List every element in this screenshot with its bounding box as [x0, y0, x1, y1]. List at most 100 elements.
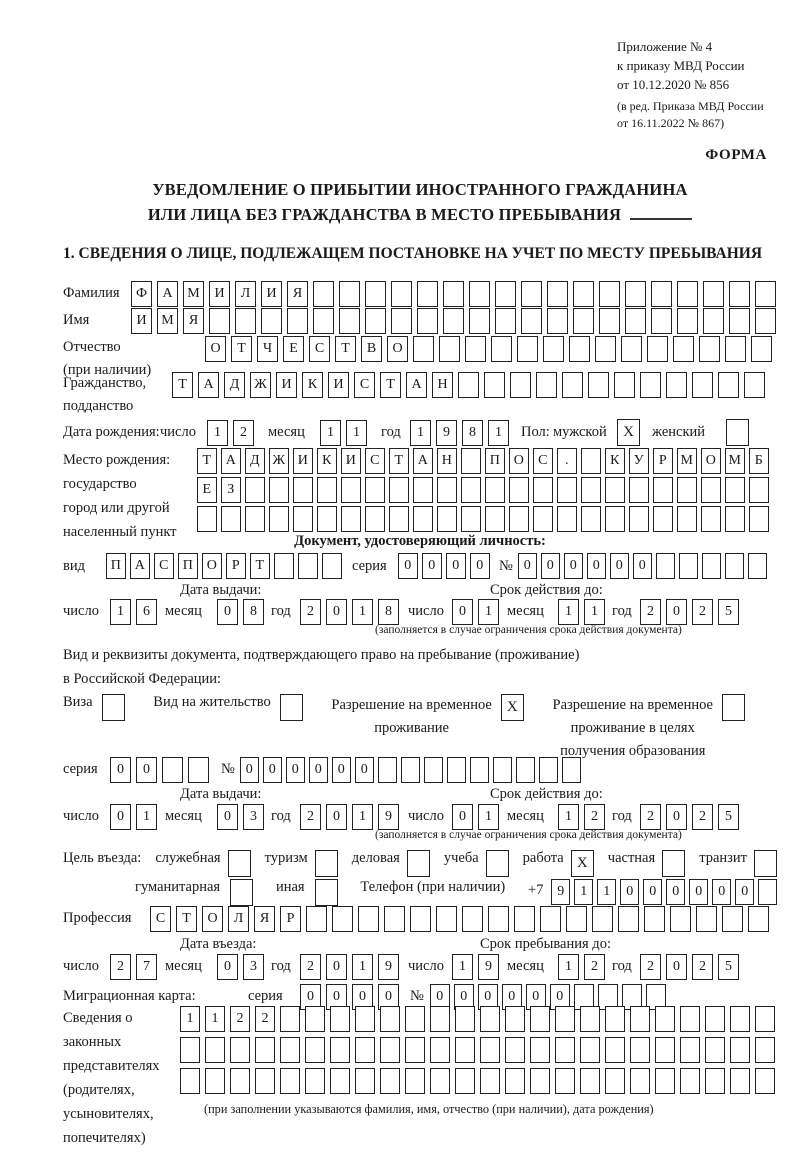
cell[interactable] — [705, 1037, 725, 1063]
cell[interactable]: Д — [245, 448, 265, 474]
cell[interactable] — [562, 372, 583, 398]
cell[interactable]: 2 — [692, 954, 713, 980]
cell[interactable]: 1 — [558, 954, 579, 980]
cell[interactable] — [410, 906, 431, 932]
cell[interactable]: Ж — [250, 372, 271, 398]
cell[interactable]: М — [677, 448, 697, 474]
cell[interactable]: 3 — [243, 954, 264, 980]
cell[interactable] — [469, 308, 490, 334]
cell[interactable] — [653, 506, 673, 532]
cell[interactable] — [205, 1068, 225, 1094]
cell[interactable]: 2 — [692, 804, 713, 830]
cell[interactable] — [670, 906, 691, 932]
cell[interactable]: 2 — [640, 804, 661, 830]
cell[interactable] — [480, 1006, 500, 1032]
cell[interactable] — [521, 281, 542, 307]
cell[interactable]: 0 — [518, 553, 537, 579]
cell[interactable] — [655, 1006, 675, 1032]
cell[interactable] — [547, 308, 568, 334]
cell[interactable] — [630, 1068, 650, 1094]
cell[interactable] — [653, 477, 673, 503]
cell[interactable]: 1 — [352, 599, 373, 625]
cell[interactable] — [655, 1037, 675, 1063]
cell[interactable] — [705, 1068, 725, 1094]
cell[interactable] — [405, 1068, 425, 1094]
cell[interactable]: 3 — [243, 804, 264, 830]
cell[interactable]: А — [198, 372, 219, 398]
cell[interactable] — [197, 506, 217, 532]
cell[interactable]: С — [533, 448, 553, 474]
purpose-humanitarian-checkbox[interactable] — [230, 879, 254, 906]
cell[interactable] — [673, 336, 694, 362]
cell[interactable]: О — [387, 336, 408, 362]
cell[interactable] — [355, 1068, 375, 1094]
cell[interactable] — [469, 281, 490, 307]
cell[interactable] — [581, 477, 601, 503]
cell[interactable]: 0 — [735, 879, 754, 905]
cell[interactable]: 2 — [300, 804, 321, 830]
cell[interactable] — [651, 308, 672, 334]
cell[interactable]: 0 — [633, 553, 652, 579]
cell[interactable]: 9 — [378, 954, 399, 980]
cell[interactable]: 8 — [462, 420, 483, 446]
cell[interactable]: 0 — [217, 954, 238, 980]
cell[interactable]: 1 — [136, 804, 157, 830]
cell[interactable]: И — [341, 448, 361, 474]
cell[interactable] — [455, 1068, 475, 1094]
cell[interactable]: 0 — [446, 553, 466, 579]
cell[interactable] — [293, 477, 313, 503]
cell[interactable] — [557, 477, 577, 503]
cell[interactable]: 0 — [355, 757, 374, 783]
cell[interactable] — [305, 1037, 325, 1063]
cell[interactable] — [599, 281, 620, 307]
cell[interactable] — [677, 281, 698, 307]
cell[interactable]: Т — [335, 336, 356, 362]
cell[interactable]: Р — [280, 906, 301, 932]
cell[interactable] — [580, 1006, 600, 1032]
cell[interactable] — [261, 308, 282, 334]
cell[interactable] — [573, 308, 594, 334]
cell[interactable] — [339, 281, 360, 307]
cell[interactable]: 1 — [488, 420, 509, 446]
cell[interactable] — [625, 281, 646, 307]
cell[interactable] — [330, 1068, 350, 1094]
cell[interactable]: 1 — [352, 954, 373, 980]
cell[interactable] — [341, 477, 361, 503]
cell[interactable]: 0 — [610, 553, 629, 579]
cell[interactable] — [755, 308, 776, 334]
cell[interactable] — [533, 477, 553, 503]
cell[interactable] — [439, 336, 460, 362]
cell[interactable] — [417, 308, 438, 334]
cell[interactable] — [391, 281, 412, 307]
cell[interactable]: Е — [197, 477, 217, 503]
cell[interactable]: Т — [380, 372, 401, 398]
cell[interactable]: О — [509, 448, 529, 474]
cell[interactable]: К — [317, 448, 337, 474]
cell[interactable]: 0 — [689, 879, 708, 905]
cell[interactable] — [581, 506, 601, 532]
cell[interactable]: В — [361, 336, 382, 362]
cell[interactable] — [209, 308, 230, 334]
cell[interactable] — [725, 336, 746, 362]
cell[interactable]: 9 — [436, 420, 457, 446]
cell[interactable]: 0 — [286, 757, 305, 783]
purpose-business-checkbox[interactable] — [227, 850, 251, 877]
cell[interactable]: 1 — [452, 954, 473, 980]
cell[interactable]: С — [365, 448, 385, 474]
cell[interactable]: П — [485, 448, 505, 474]
cell[interactable]: . — [557, 448, 577, 474]
cell[interactable] — [389, 477, 409, 503]
cell[interactable] — [618, 906, 639, 932]
cell[interactable] — [605, 1068, 625, 1094]
cell[interactable] — [322, 553, 342, 579]
cell[interactable] — [573, 281, 594, 307]
